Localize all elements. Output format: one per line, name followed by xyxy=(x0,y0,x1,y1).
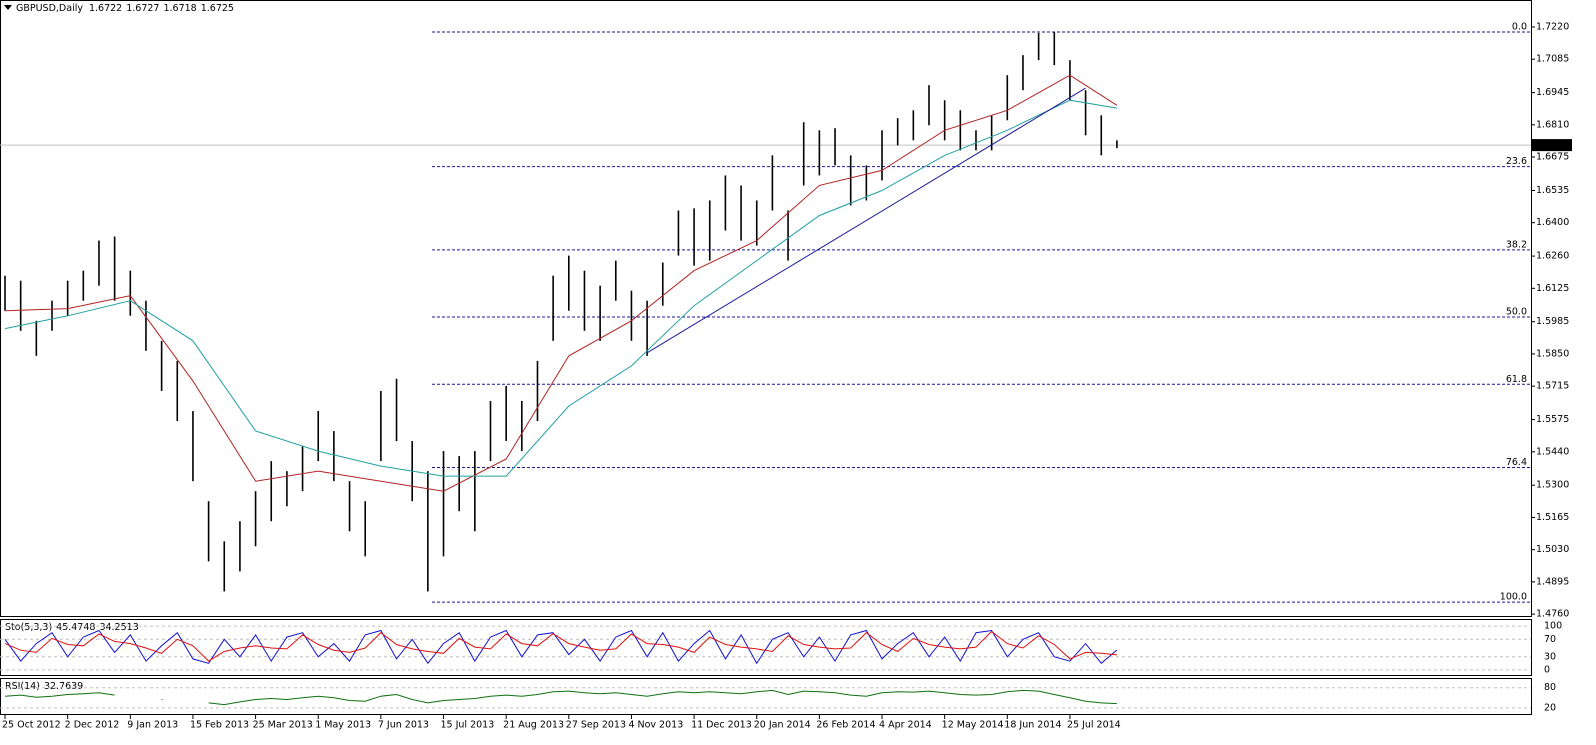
quote-open: 1.6722 xyxy=(89,3,122,14)
stochastic-k: 45.4748 xyxy=(56,622,95,633)
y-tick-label: 1.4760 xyxy=(1536,609,1569,620)
y-tick-label: 1.7085 xyxy=(1536,54,1569,65)
fib-label: 23.6 xyxy=(1506,156,1527,167)
x-tick-label: 7 Jun 2013 xyxy=(378,720,429,731)
quote-high: 1.6727 xyxy=(126,3,159,14)
current-price-box xyxy=(1532,139,1572,152)
y-tick-label: 1.5985 xyxy=(1536,316,1569,327)
rsi-panel xyxy=(0,678,1532,715)
trendline xyxy=(646,87,1086,354)
stochastic-tick-label: 70 xyxy=(1544,634,1556,645)
x-tick-label: 25 Jul 2014 xyxy=(1067,720,1121,731)
fib-label: 50.0 xyxy=(1506,306,1527,317)
y-tick-label: 1.6260 xyxy=(1536,251,1569,262)
stochastic-tick-label: 30 xyxy=(1544,651,1556,662)
x-tick-label: 26 Feb 2014 xyxy=(816,720,875,731)
stochastic-tick-label: 100 xyxy=(1544,621,1562,632)
x-tick-label: 9 Jan 2013 xyxy=(127,720,178,731)
x-tick-label: 12 May 2014 xyxy=(942,720,1004,731)
y-tick-label: 1.5440 xyxy=(1536,446,1569,457)
y-tick-label: 1.6945 xyxy=(1536,87,1569,98)
x-tick-label: 18 Jun 2014 xyxy=(1004,720,1061,731)
x-tick-label: 27 Sep 2013 xyxy=(566,720,626,731)
rsi-tick-label: 20 xyxy=(1544,702,1556,713)
rsi-tick-label: 80 xyxy=(1544,682,1556,693)
fib-label: 100.0 xyxy=(1500,592,1527,603)
x-tick-label: 25 Oct 2012 xyxy=(2,720,61,731)
symbol: GBPUSD,Daily xyxy=(16,3,83,14)
y-tick-label: 1.7220 xyxy=(1536,21,1569,32)
stochastic-tick-label: 0 xyxy=(1544,664,1550,675)
moving-average xyxy=(4,99,1117,477)
fib-label: 61.8 xyxy=(1506,374,1527,385)
stochastic-line xyxy=(4,629,1118,665)
y-tick-label: 1.5300 xyxy=(1536,480,1569,491)
y-tick-label: 1.5165 xyxy=(1536,512,1569,523)
quote-close: 1.6725 xyxy=(201,3,234,14)
x-tick-label: 20 Jan 2014 xyxy=(754,720,811,731)
rsi-reading: 32.7639 xyxy=(44,681,83,692)
main-panel xyxy=(0,0,1532,617)
menu-triangle[interactable] xyxy=(4,5,12,10)
y-tick-label: 1.4895 xyxy=(1536,576,1569,587)
y-tick-label: 1.6675 xyxy=(1536,152,1569,163)
moving-average xyxy=(4,74,1118,492)
y-tick-label: 1.6125 xyxy=(1536,283,1569,294)
x-tick-label: 15 Jul 2013 xyxy=(441,720,495,731)
y-tick-label: 1.5715 xyxy=(1536,381,1569,392)
rsi-line xyxy=(4,689,1117,706)
x-tick-label: 4 Apr 2014 xyxy=(879,720,932,731)
stochastic-title: Sto(5,3,3) 45.4748 34.2513 xyxy=(5,622,139,633)
x-tick-label: 1 May 2013 xyxy=(315,720,371,731)
x-tick-label: 2 Dec 2012 xyxy=(65,720,120,731)
fib-label: 38.2 xyxy=(1506,239,1527,250)
x-tick-label: 4 Nov 2013 xyxy=(628,720,683,731)
stochastic-panel xyxy=(0,619,1532,676)
fib-label: 76.4 xyxy=(1506,457,1527,468)
quote-low: 1.6718 xyxy=(163,3,196,14)
current-price-label: 1.6725 xyxy=(1536,140,1569,151)
x-tick-label: 11 Dec 2013 xyxy=(691,720,752,731)
y-tick-label: 1.6535 xyxy=(1536,185,1569,196)
rsi-title: RSI(14) 32.7639 xyxy=(5,681,83,692)
y-tick-label: 1.5575 xyxy=(1536,414,1569,425)
y-tick-label: 1.5850 xyxy=(1536,348,1569,359)
y-tick-label: 1.6400 xyxy=(1536,217,1569,228)
y-tick-label: 1.5030 xyxy=(1536,544,1569,555)
x-tick-label: 25 Mar 2013 xyxy=(253,720,313,731)
stochastic-line xyxy=(4,630,1117,662)
stochastic-d: 34.2513 xyxy=(99,622,138,633)
x-tick-label: 21 Aug 2013 xyxy=(503,720,564,731)
header: GBPUSD,Daily 1.6722 1.6727 1.6718 1.6725 xyxy=(16,3,234,14)
stochastic-name: Sto(5,3,3) xyxy=(5,622,52,633)
y-tick-label: 1.6810 xyxy=(1536,119,1569,130)
rsi-name: RSI(14) xyxy=(5,681,40,692)
x-tick-label: 15 Feb 2013 xyxy=(190,720,249,731)
fib-label: 0.0 xyxy=(1512,21,1527,32)
